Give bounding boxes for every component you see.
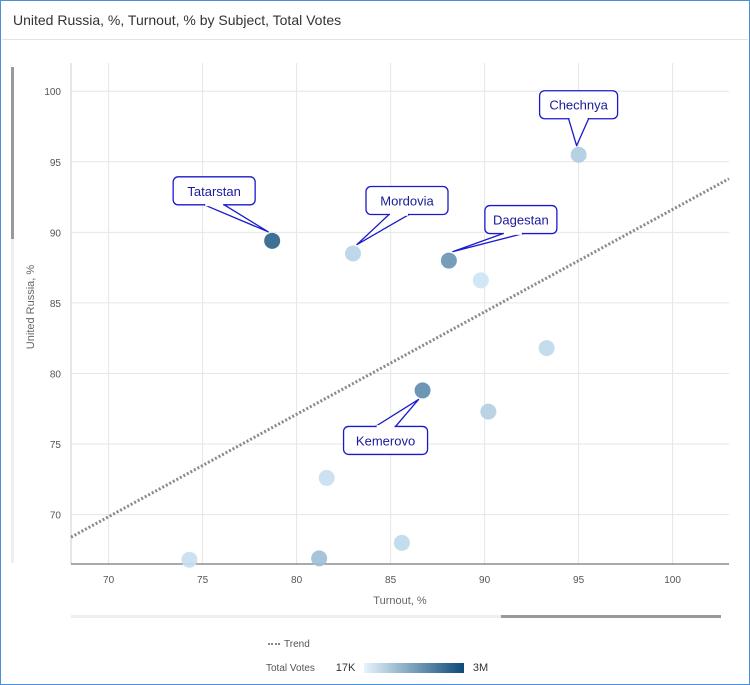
callout-label: Chechnya [549, 98, 608, 113]
callout-pointer [203, 204, 269, 233]
callout-pointer [374, 398, 420, 428]
chart-title: United Russia, %, Turnout, % by Subject,… [13, 12, 342, 28]
axes [70, 63, 729, 565]
point-kemerovo[interactable] [414, 382, 431, 399]
x-tick-label: 90 [479, 575, 491, 586]
callout-tatarstan: Tatarstan [172, 176, 269, 233]
trend-line-path [70, 177, 730, 539]
y-tick-label: 70 [50, 511, 62, 522]
point-chechnya[interactable] [570, 146, 587, 163]
data-point[interactable] [393, 534, 410, 551]
x-scrollbar-thumb[interactable] [501, 615, 721, 618]
grid-lines [71, 63, 729, 564]
x-tick-label: 70 [103, 575, 115, 586]
trend-line [70, 177, 730, 539]
data-point[interactable] [311, 550, 328, 567]
point-tatarstan[interactable] [264, 232, 281, 249]
color-scale-label: Total Votes [266, 662, 315, 674]
data-point[interactable] [472, 272, 489, 289]
y-tick-label: 95 [50, 158, 62, 169]
x-axis-label: Turnout, % [373, 595, 427, 607]
callout-chechnya: Chechnya [538, 90, 619, 147]
data-point[interactable] [538, 340, 555, 357]
x-tick-label: 95 [573, 575, 585, 586]
y-tick-label: 75 [50, 440, 62, 451]
x-tick-label: 80 [291, 575, 303, 586]
y-tick-label: 90 [50, 228, 62, 239]
trend-swatch [268, 643, 280, 646]
x-tick-label: 75 [197, 575, 209, 586]
data-point[interactable] [480, 403, 497, 420]
y-axis-label: United Russia, % [25, 265, 37, 350]
title-divider [2, 39, 748, 40]
x-tick-label: 85 [385, 575, 397, 586]
callout-label: Tatarstan [187, 184, 240, 199]
legend-color-scale: Total Votes 17K 3M [266, 662, 488, 674]
legend-trend[interactable]: Trend [268, 639, 310, 650]
x-tick-label: 100 [664, 575, 681, 586]
color-scale-max: 3M [472, 662, 489, 674]
y-scrollbar-thumb[interactable] [11, 67, 14, 239]
callout-kemerovo: Kemerovo [342, 398, 429, 456]
point-mordovia[interactable] [345, 245, 361, 262]
callout-pointer [452, 232, 524, 253]
color-scale-min: 17K [335, 662, 356, 674]
callouts: Chechnya Tatarstan Mordovia Dagestan Kemerov… [172, 90, 619, 456]
data-point[interactable] [318, 469, 335, 486]
data-points [181, 146, 587, 568]
callout-dagestan: Dagestan [452, 204, 558, 253]
legend-trend-label: Trend [284, 639, 310, 650]
callout-mordovia: Mordovia [356, 185, 449, 246]
x-scrollbar-track[interactable] [71, 615, 721, 618]
tick-labels: 70 75 80 85 90 95 100 70 75 80 85 90 95 100 [44, 87, 681, 586]
callout-pointer [567, 118, 590, 147]
color-scale-bar [364, 663, 465, 673]
callout-label: Dagestan [493, 213, 549, 228]
y-tick-label: 100 [44, 87, 61, 98]
callout-label: Mordovia [380, 194, 434, 209]
point-dagestan[interactable] [440, 252, 457, 269]
callout-pointer [356, 213, 410, 246]
data-point[interactable] [181, 551, 198, 568]
callout-label: Kemerovo [356, 433, 415, 448]
y-scrollbar-track[interactable] [11, 67, 14, 563]
y-tick-label: 85 [50, 299, 62, 310]
y-tick-label: 80 [50, 369, 62, 380]
